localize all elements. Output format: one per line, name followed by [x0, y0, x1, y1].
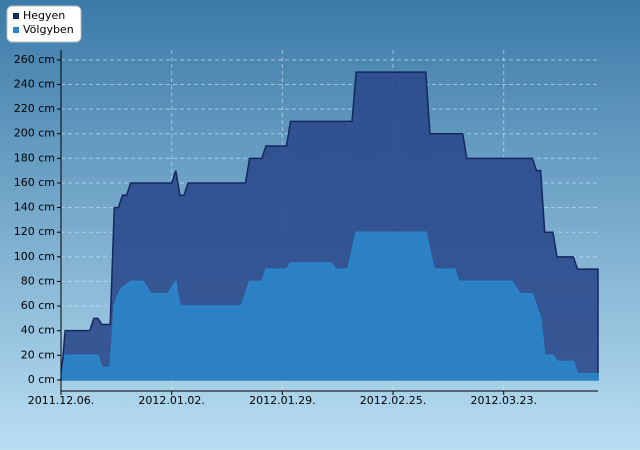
y-tick-label: 100 cm: [14, 250, 55, 263]
y-tick-label: 0 cm: [28, 373, 55, 386]
legend-label: Hegyen: [23, 9, 65, 22]
areas: [60, 71, 599, 381]
y-tick-label: 260 cm: [14, 53, 55, 66]
y-tick-label: 180 cm: [14, 151, 55, 164]
y-tick-label: 200 cm: [14, 127, 55, 140]
x-tick-label: 2012.01.02.: [138, 394, 204, 407]
y-tick-label: 60 cm: [21, 299, 55, 312]
legend-box: [6, 5, 82, 43]
x-tick-label: 2012.02.25.: [360, 394, 426, 407]
legend-swatch: [13, 27, 19, 33]
y-tick-label: 20 cm: [21, 348, 55, 361]
area: [60, 231, 599, 381]
legend-swatch: [13, 13, 19, 19]
x-tick-label: 2012.03.23.: [470, 394, 536, 407]
y-tick-label: 140 cm: [14, 201, 55, 214]
x-tick-label: 2011.12.06.: [28, 394, 94, 407]
y-tick-label: 240 cm: [14, 77, 55, 90]
y-tick-label: 160 cm: [14, 176, 55, 189]
y-tick-label: 120 cm: [14, 225, 55, 238]
y-tick-label: 40 cm: [21, 324, 55, 337]
axes: 0 cm 20 cm 40 cm 60 cm 80 cm 100 cm 120 cm 140 …: [14, 50, 598, 407]
legend-label: Völgyben: [23, 23, 74, 36]
x-tick-label: 2012.01.29.: [249, 394, 315, 407]
y-tick-label: 220 cm: [14, 102, 55, 115]
y-tick-label: 80 cm: [21, 274, 55, 287]
